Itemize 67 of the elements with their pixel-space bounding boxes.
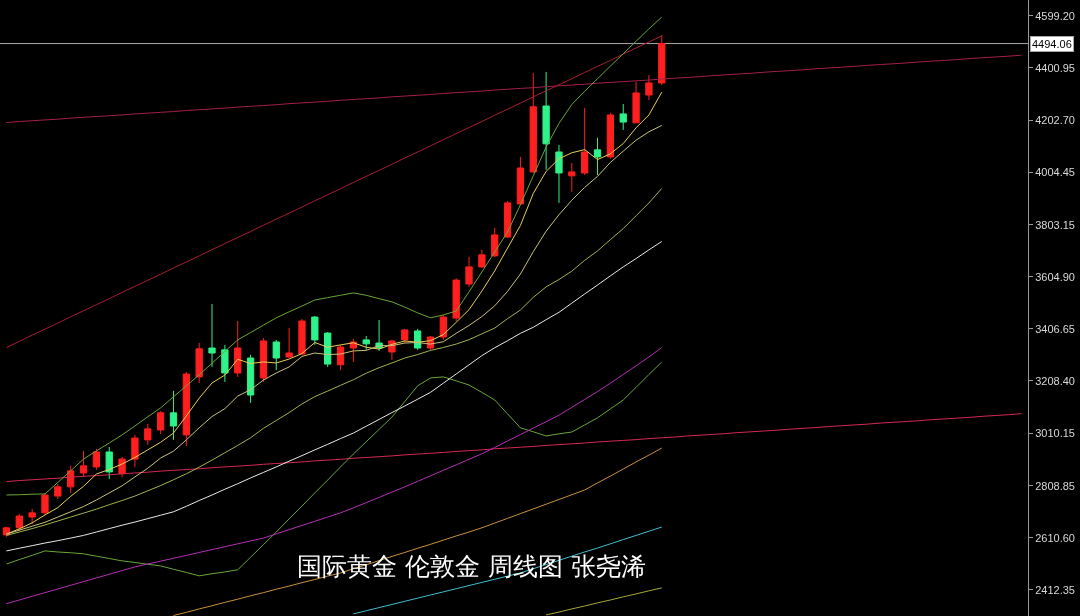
candlestick — [54, 483, 62, 500]
candlestick — [632, 81, 640, 124]
candlestick — [529, 72, 537, 174]
line-series — [545, 587, 663, 616]
line-series — [5, 16, 663, 496]
candlestick — [336, 344, 345, 371]
y-tick-label: 3803.15 — [1035, 218, 1075, 231]
candlestick — [234, 320, 242, 378]
ref-line-label: 4494.06 — [1032, 38, 1072, 50]
candlestick — [619, 103, 627, 131]
y-tick-label: 3604.90 — [1035, 270, 1075, 283]
y-tick-label: 3406.65 — [1035, 322, 1075, 335]
candlestick — [272, 339, 280, 371]
candlestick — [439, 314, 447, 341]
annotation: 国际黄金 伦敦金 周线图 张尧浠 — [297, 552, 646, 581]
y-tick-label: 4599.20 — [1035, 9, 1075, 22]
candlestick — [516, 156, 525, 206]
candlestick — [92, 448, 101, 471]
candlestick — [606, 112, 615, 160]
candlestick — [324, 331, 332, 368]
candlestick — [169, 390, 178, 441]
candlestick — [503, 200, 512, 239]
candlestick — [478, 249, 486, 269]
candlestick — [465, 256, 473, 288]
line-series — [5, 413, 1023, 483]
y-tick-label: 2412.35 — [1035, 583, 1075, 596]
candlestick — [156, 410, 165, 435]
candlestick — [645, 74, 653, 101]
candlestick — [195, 342, 203, 384]
candlestick — [221, 344, 229, 383]
candlestick — [555, 144, 563, 204]
candlestick — [208, 303, 216, 368]
candlestick — [105, 446, 113, 480]
line-series — [172, 447, 663, 616]
candlestick — [581, 107, 589, 176]
y-tick-label: 2610.60 — [1035, 531, 1075, 544]
candlestick — [362, 335, 370, 351]
candlestick — [79, 450, 88, 478]
y-tick-label: 2808.85 — [1035, 479, 1075, 492]
line-series — [5, 240, 663, 552]
candlestick — [259, 337, 268, 383]
y-tick-label: 4004.45 — [1035, 165, 1075, 178]
candlestick — [182, 371, 190, 447]
line-series — [5, 347, 663, 605]
candlestick — [28, 508, 36, 525]
candlestick — [658, 34, 666, 86]
candlestick — [568, 162, 576, 193]
candlestick — [452, 277, 460, 322]
candlestick — [401, 328, 409, 344]
candlestick — [311, 315, 319, 346]
line-series — [5, 35, 663, 348]
y-tick-label: 4400.95 — [1035, 61, 1075, 74]
candlestick — [131, 434, 139, 468]
candlestick — [285, 327, 293, 359]
candlestick — [41, 492, 49, 516]
y-tick-label: 4202.70 — [1035, 113, 1075, 126]
candlestick — [491, 227, 499, 258]
line-series — [5, 361, 663, 577]
y-tick-label: 3010.15 — [1035, 426, 1075, 439]
candlestick — [593, 137, 602, 176]
candlestick — [298, 318, 306, 356]
candlestick — [246, 354, 255, 404]
y-tick-label: 3208.40 — [1035, 374, 1075, 387]
candlestick — [542, 71, 550, 171]
line-series — [5, 54, 1023, 124]
line-series — [5, 187, 663, 536]
candlestick — [144, 423, 152, 446]
